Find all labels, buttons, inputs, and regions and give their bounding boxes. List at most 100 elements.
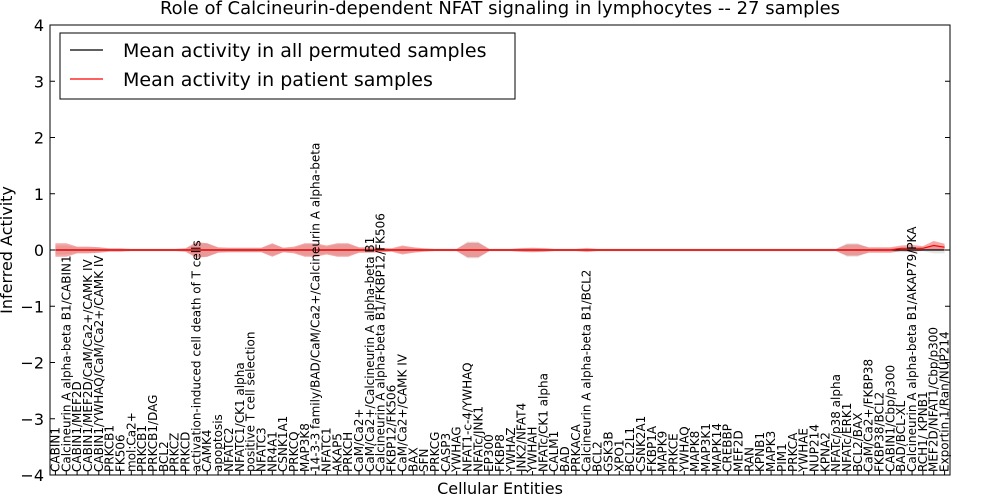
x-tick-label: CABIN1/YWHAQ/CaM/Ca2+/CAMK IV	[92, 255, 106, 472]
x-tick-label: BCL2L1	[623, 427, 637, 472]
series-lines	[55, 244, 945, 251]
x-tick-label: PIM1	[775, 443, 789, 472]
x-tick-label: Calcineurin A alpha-beta B1/FKBP12/FK506	[374, 213, 388, 472]
x-tick-label: FKBP38/BCL2	[873, 392, 887, 472]
x-tick-label: FKBP8	[493, 434, 507, 472]
x-tick-label: MAPK9	[656, 431, 670, 472]
x-tick-label: CAMK4	[200, 430, 214, 472]
y-tick-label: 4	[34, 16, 44, 35]
x-tick-label: BAX	[406, 447, 420, 472]
x-tick-label: MEF2D/NFAT1/Cbp/p300	[927, 327, 941, 472]
x-tick-label: AKAP5	[330, 433, 344, 472]
x-tick-label: BCL2	[157, 441, 171, 472]
x-tick-label: YWHAH	[526, 427, 540, 473]
x-tick-label: CASP3	[439, 433, 453, 472]
x-tick-label: CREBBP	[721, 424, 735, 472]
x-tick-label: BAD/BCL-XL	[894, 400, 908, 472]
legend: Mean activity in all permuted samples Mea…	[59, 32, 516, 100]
chart-title: Role of Calcineurin-dependent NFAT signa…	[160, 0, 840, 19]
x-tick-label: PRKCG	[428, 432, 442, 472]
x-tick-label: CABIN1/MEF2D	[70, 381, 84, 472]
x-tick-label: GSK3B	[601, 431, 615, 472]
x-tick-label: CSNK2A1	[634, 416, 648, 472]
x-tick-label: EP300	[482, 434, 496, 472]
x-tick-label: BCL2/BAX	[851, 413, 865, 472]
y-axis-label: Inferred Activity	[0, 186, 16, 314]
x-tick-label: XPO1	[612, 439, 626, 472]
x-tick-label: Calcineurin A alpha-beta B1/BCL2	[580, 270, 594, 472]
x-tick-label: YWHAG	[450, 426, 464, 473]
x-tick-label: BCL2	[591, 441, 605, 472]
x-tick-label: NR4A1	[265, 431, 279, 472]
x-tick-label: NFAT1-c-4/YWHAQ	[461, 362, 475, 472]
x-tick-label: NFATc/JNK1	[471, 406, 485, 472]
y-tick-label: 3	[34, 72, 44, 91]
legend-box	[59, 32, 516, 100]
x-tick-label: MAPK14	[710, 423, 724, 472]
x-tick-label: MAPK8	[688, 431, 702, 472]
y-tick-label: 2	[34, 129, 44, 148]
x-tick-label: NFATC1	[320, 427, 334, 472]
x-tick-label: FKBP1A	[645, 425, 659, 472]
x-tick-label: CaM/Ca2+/Calcineurin A alpha-beta B1	[363, 237, 377, 472]
x-tick-label: mol:Ca2+	[124, 412, 138, 472]
x-tick-label: CABIN1	[48, 427, 62, 472]
x-tick-label: SFN	[417, 449, 431, 473]
x-tick-label: apoptosis	[211, 414, 225, 472]
x-tick-label: CaM/Ca2+/CAMK IV	[395, 353, 409, 472]
x-tick-label: Calcineurin A alpha-beta B1/CABIN1	[59, 255, 73, 472]
y-tick-label: −1	[20, 297, 44, 316]
x-tick-label: RAN	[742, 447, 756, 472]
x-tick-label: MAP3K8	[298, 423, 312, 472]
x-tick-label: Calcineurin A alpha-beta B1/AKAP79/PKA	[905, 226, 919, 472]
y-tick-label: 1	[34, 185, 44, 204]
x-tick-label: CaM/Ca2+/FKBP38	[862, 359, 876, 472]
x-tick-label: PRKCQ	[287, 431, 301, 472]
x-tick-label: BAD	[558, 446, 572, 472]
x-tick-label: KPNB1	[753, 432, 767, 472]
x-tick-label: PRKCZ	[168, 433, 182, 472]
series-line-patient	[55, 244, 945, 251]
y-axis-ticks: 4 3 2 1 0 −1 −2 −3 −4	[20, 16, 950, 485]
x-tick-label: PRKCA	[786, 432, 800, 472]
x-tick-label: MAP3K1	[699, 423, 713, 472]
x-tick-label: JNK2/NFAT4	[515, 403, 529, 473]
x-tick-label: NFATc/ERK1	[840, 403, 854, 472]
x-tick-label: NFATC3	[254, 427, 268, 472]
x-tick-label: 14-3-3 family/BAD/CaM/Ca2+/Calcineurin A…	[309, 143, 323, 472]
x-tick-label: PRKCD	[179, 432, 193, 472]
x-tick-label: CABIN1/Cbp/p300	[883, 365, 897, 472]
x-tick-label: PRKCB1	[135, 425, 149, 472]
x-tick-label: NFATc/p38 alpha	[829, 374, 843, 472]
y-tick-label: 0	[34, 241, 44, 260]
x-tick-label: NFATC2	[222, 427, 236, 472]
y-tick-label: −2	[20, 354, 44, 373]
x-tick-label: NFATC1/CK1 alpha	[233, 362, 247, 472]
legend-label: Mean activity in patient samples	[123, 69, 433, 91]
x-tick-label: RCH1/ KPNB1	[916, 391, 930, 472]
x-tick-label: FKBP12/FK506	[385, 385, 399, 472]
y-tick-label: −3	[20, 410, 44, 429]
x-tick-label: CaM/Ca2+	[352, 408, 366, 472]
x-tick-label: MEF2D	[732, 430, 746, 472]
x-tick-label: NUP214	[808, 424, 822, 472]
x-tick-label: YWHAQ	[677, 426, 691, 473]
x-tick-label: Exportin 1/Ran/NUP214	[938, 331, 952, 472]
x-tick-label: CALM1	[547, 431, 561, 472]
x-tick-label: PRKACA	[569, 423, 583, 472]
x-tick-label: PRKCB1/DAG	[146, 395, 160, 472]
y-tick-label: −4	[20, 466, 44, 485]
x-tick-label: KPNA2	[818, 432, 832, 472]
x-tick-label: PRKCB1	[103, 425, 117, 472]
x-tick-label: positive T cell selection	[244, 332, 258, 472]
x-tick-label: YWHAE	[797, 428, 811, 473]
x-tick-label: YWHAZ	[504, 427, 518, 473]
legend-label: Mean activity in all permuted samples	[123, 40, 486, 62]
x-tick-label: FK506	[114, 434, 128, 472]
x-tick-label: NFATc/CK1 alpha	[536, 373, 550, 472]
x-tick-label: PRKCE	[667, 433, 681, 472]
x-tick-label: MAPK3	[764, 431, 778, 472]
x-tick-label: CABIN1/MEF2D/CaM/Ca2+/CAMK IV	[81, 258, 95, 472]
